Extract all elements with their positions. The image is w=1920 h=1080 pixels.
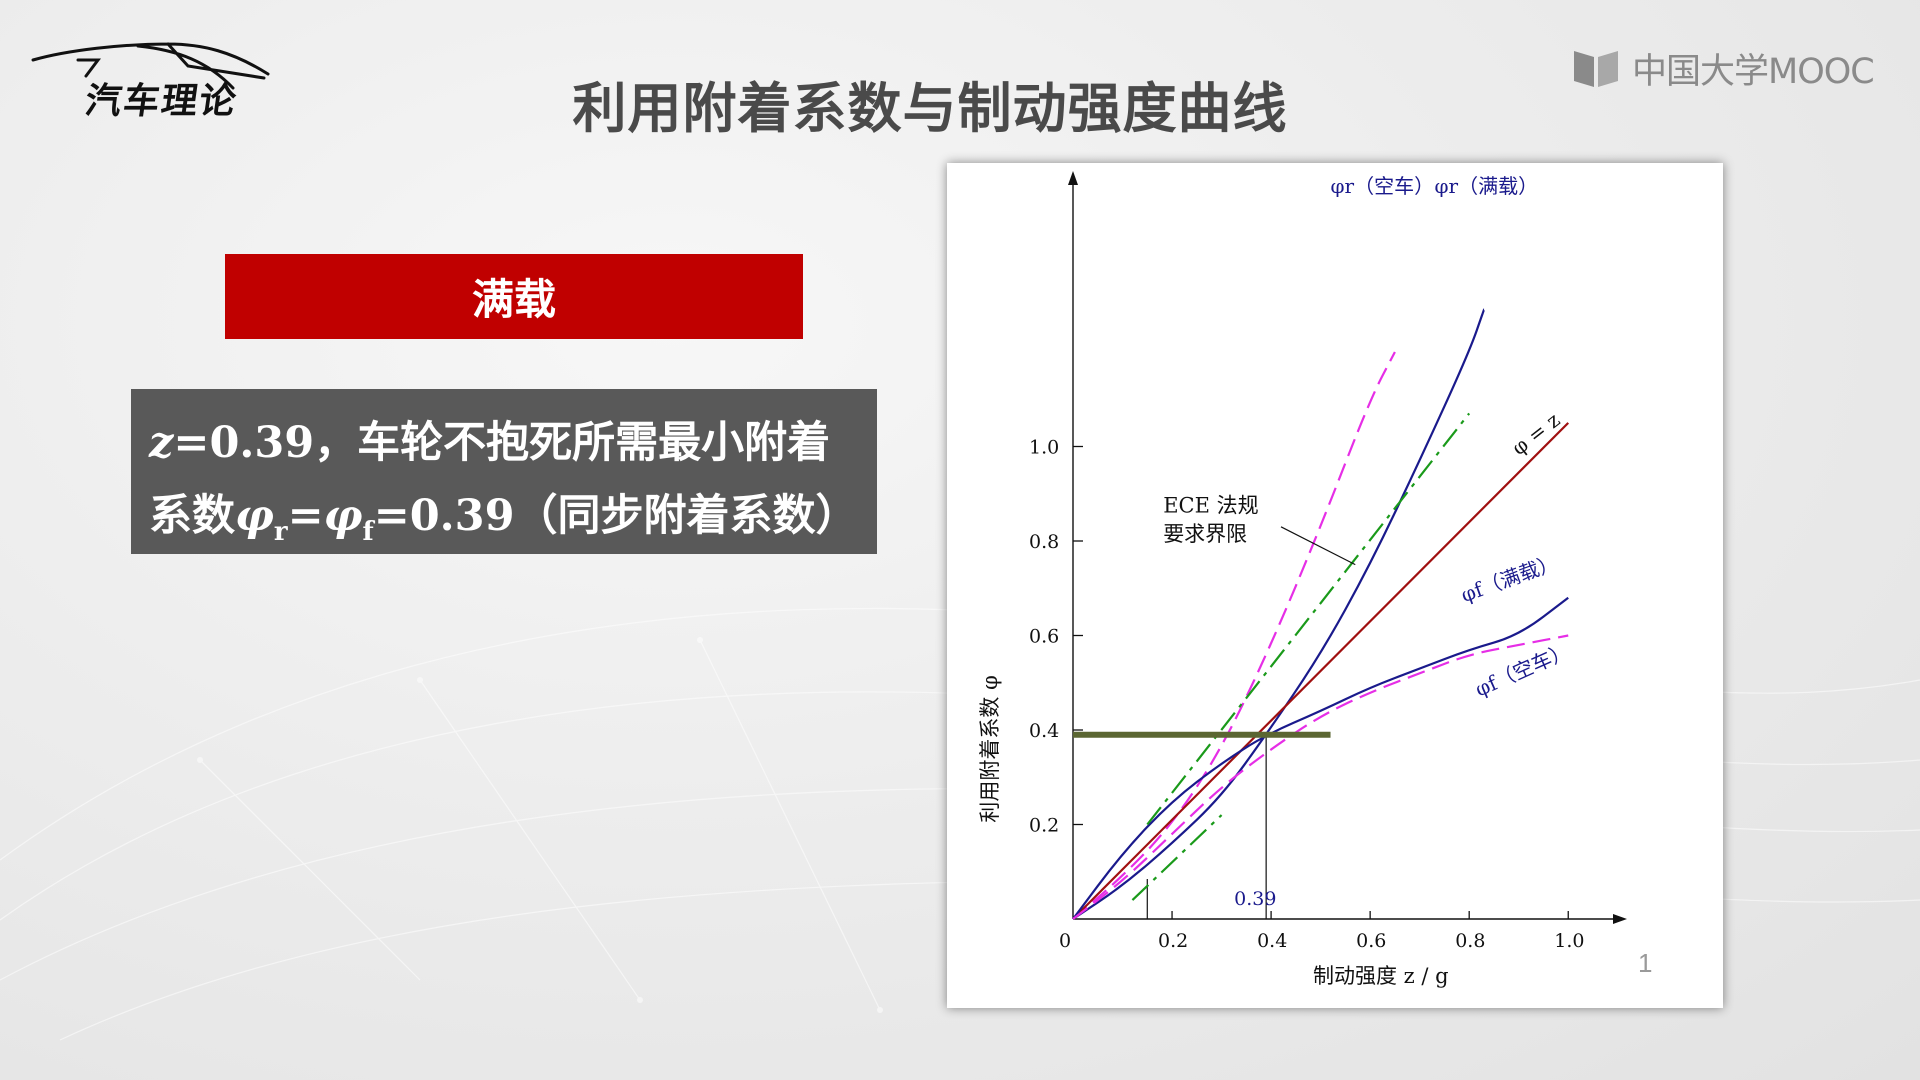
mooc-brand: 中国大学MOOC [1572, 44, 1875, 92]
series-line [1072, 596, 1569, 920]
mooc-brand-text: 中国大学MOOC [1632, 51, 1875, 92]
car-silhouette-icon [31, 42, 270, 90]
series-line [1072, 351, 1396, 920]
series-label: φf（空车） [1471, 638, 1573, 701]
open-book-icon [1574, 51, 1618, 87]
y-tick-label: 0.8 [1029, 531, 1059, 553]
y-tick-label: 0.6 [1029, 626, 1059, 648]
note-equals: = [287, 491, 324, 541]
annotation-label: 要求界限 [1163, 522, 1247, 546]
page-title: 利用附着系数与制动强度曲线 [572, 77, 1288, 140]
x-tick-label: 0.8 [1455, 930, 1485, 952]
note-line-1-text: =0.39，车轮不抱死所需最小附着 [173, 418, 831, 468]
series-line [1072, 422, 1570, 920]
page-number: 1 [1638, 948, 1653, 978]
course-logo [28, 38, 298, 128]
series-label: φr（空车） [1331, 174, 1435, 198]
y-axis-label: 利用附着系数 φ [978, 675, 1002, 822]
series-label: φ = z [1507, 408, 1564, 460]
note-variable: z [149, 418, 174, 468]
note-line-2-prefix: 系数 [149, 491, 235, 541]
y-tick-label: 0.4 [1029, 720, 1059, 742]
series-line [1146, 412, 1471, 826]
note-phi-f: φ [323, 491, 363, 541]
y-tick-label: 0.2 [1029, 815, 1059, 837]
x-axis-label: 制动强度 z / g [1313, 964, 1449, 988]
note-line-1: z=0.39，车轮不抱死所需最小附着 [149, 407, 857, 480]
x-tick-label: 0.6 [1356, 930, 1386, 952]
annotation-leader [1280, 526, 1356, 566]
load-condition-label: 满载 [225, 254, 803, 339]
adhesion-chart: 0 0.2 0.4 0.6 0.8 1.0 0.2 0.4 0.6 0.8 1.0 制动强度 z / … [978, 171, 1627, 988]
annotation-label: ECE 法规 [1163, 494, 1258, 518]
x-tick-label: 0.4 [1257, 930, 1287, 952]
series-line [1072, 309, 1486, 920]
note-box: z=0.39，车轮不抱死所需最小附着 系数φr=φf=0.39（同步附着系数） [131, 389, 877, 554]
note-phi-r: φ [235, 491, 274, 541]
series-label: φf（满载） [1458, 550, 1561, 607]
series-line [1131, 814, 1223, 901]
note-sub-r: r [273, 517, 288, 547]
x-axis-arrow [1613, 914, 1627, 924]
series-line [1072, 634, 1569, 920]
x-tick-label: 0.2 [1158, 930, 1188, 952]
y-axis-arrow [1068, 171, 1078, 185]
x-tick-label: 1.0 [1554, 930, 1584, 952]
annotation-label: 0.39 [1234, 888, 1276, 910]
x-tick-label: 0 [1059, 930, 1071, 952]
y-tick-label: 1.0 [1029, 437, 1059, 459]
series-label: φr（满载） [1435, 174, 1539, 198]
note-line-2-text: =0.39（同步附着系数） [373, 491, 859, 541]
note-sub-f: f [362, 517, 374, 547]
chart-card: 0 0.2 0.4 0.6 0.8 1.0 0.2 0.4 0.6 0.8 1.0 制动强度 z / … [947, 163, 1723, 1008]
note-line-2: 系数φr=φf=0.39（同步附着系数） [149, 480, 859, 553]
